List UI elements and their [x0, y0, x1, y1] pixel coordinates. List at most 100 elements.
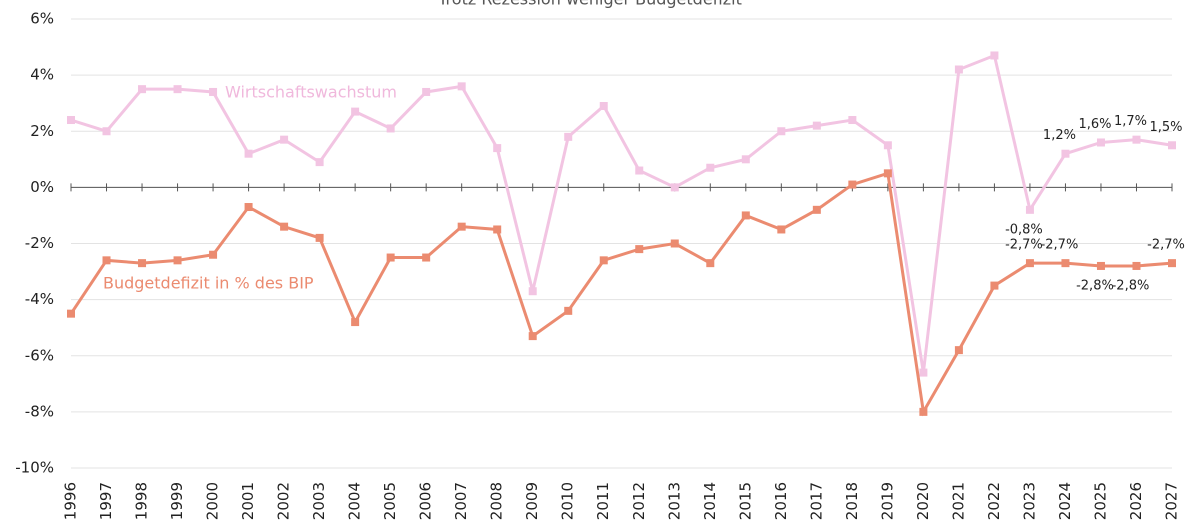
x-tick-label: 2015 — [736, 482, 754, 520]
point — [67, 309, 75, 318]
point — [173, 85, 182, 94]
x-tick-label: 2023 — [1020, 482, 1038, 520]
x-tick-label: 2005 — [381, 482, 399, 520]
point — [670, 183, 679, 192]
point — [812, 205, 821, 214]
point — [138, 259, 147, 268]
point — [1025, 259, 1034, 268]
x-tick-label: 2021 — [949, 482, 967, 520]
x-tick-label: 2003 — [310, 482, 328, 520]
point — [209, 87, 218, 96]
y-tick-label: -8% — [25, 402, 54, 420]
x-tick-label: 2001 — [239, 482, 257, 520]
point — [102, 256, 111, 265]
point — [599, 256, 608, 265]
x-tick-label: 2013 — [665, 482, 683, 520]
x-tick-label: 2020 — [914, 482, 932, 520]
x-tick-label: 2027 — [1163, 482, 1181, 520]
series-name: Wirtschaftswachstum — [225, 83, 397, 102]
y-tick-label: 4% — [30, 66, 54, 84]
point — [280, 222, 289, 231]
point — [1096, 138, 1105, 147]
point — [138, 85, 147, 94]
y-tick-label: 2% — [30, 122, 54, 140]
data-label: -2,8% — [1076, 278, 1114, 293]
data-label: 1,2% — [1043, 128, 1076, 143]
point — [1132, 135, 1141, 144]
data-label: 1,7% — [1114, 114, 1147, 129]
point — [812, 121, 821, 130]
point — [173, 256, 182, 265]
point — [422, 87, 431, 96]
x-tick-label: 2022 — [985, 482, 1003, 520]
point — [351, 107, 360, 116]
point — [528, 287, 537, 296]
point — [777, 127, 786, 136]
point — [706, 259, 715, 268]
data-label: -2,7% — [1005, 238, 1043, 253]
point — [670, 239, 679, 248]
data-label: -2,7% — [1147, 238, 1185, 253]
point — [848, 116, 857, 125]
chart-title: Trotz Rezession weniger Budgetdefizit — [437, 0, 742, 9]
point — [528, 332, 537, 341]
x-tick-label: 1998 — [133, 482, 151, 520]
point — [1096, 261, 1105, 270]
series-line — [69, 171, 1173, 417]
point — [635, 166, 644, 175]
x-tick-label: 1997 — [97, 482, 115, 520]
point — [315, 158, 324, 167]
y-tick-label: -2% — [25, 234, 54, 252]
x-tick-label: 2012 — [630, 482, 648, 520]
point — [351, 318, 360, 327]
x-tick-label: 2008 — [488, 482, 506, 520]
x-tick-label: 2010 — [559, 482, 577, 520]
data-label: -2,7% — [1041, 238, 1079, 253]
point — [457, 82, 466, 91]
point — [564, 306, 573, 315]
point — [1061, 149, 1070, 158]
point — [67, 116, 75, 125]
x-tick-label: 2014 — [701, 482, 719, 520]
x-tick-label: 2004 — [346, 482, 364, 520]
point — [493, 144, 502, 153]
x-tick-label: 2026 — [1127, 482, 1145, 520]
point — [919, 407, 928, 416]
point — [599, 101, 608, 110]
data-label: -0,8% — [1005, 222, 1043, 237]
y-tick-label: -4% — [25, 290, 54, 308]
x-tick-label: 1999 — [168, 482, 186, 520]
point — [493, 225, 502, 234]
point — [883, 169, 892, 178]
x-tick-label: 1996 — [62, 482, 80, 520]
x-tick-label: 2000 — [204, 482, 222, 520]
data-label: 1,6% — [1078, 117, 1111, 132]
point — [209, 250, 218, 259]
point — [883, 141, 892, 150]
point — [919, 368, 928, 377]
point — [102, 127, 111, 136]
x-tick-label: 2017 — [807, 482, 825, 520]
x-tick-label: 2002 — [275, 482, 293, 520]
point — [1132, 261, 1141, 270]
x-tick-label: 2011 — [594, 482, 612, 520]
point — [244, 149, 253, 158]
x-tick-label: 2018 — [843, 482, 861, 520]
data-label: 1,5% — [1149, 120, 1182, 135]
series-name: Budgetdefizit in % des BIP — [103, 274, 314, 293]
point — [848, 180, 857, 189]
point — [954, 346, 963, 355]
x-tick-label: 2024 — [1056, 482, 1074, 520]
point — [777, 225, 786, 234]
y-tick-label: 6% — [30, 10, 54, 28]
x-tick-label: 2007 — [452, 482, 470, 520]
point — [741, 211, 750, 220]
point — [386, 124, 395, 133]
x-tick-label: 2006 — [417, 482, 435, 520]
series-line — [70, 53, 1173, 373]
y-tick-label: -6% — [25, 346, 54, 364]
data-label: -2,8% — [1112, 278, 1150, 293]
point — [741, 155, 750, 164]
point — [386, 253, 395, 262]
y-tick-label: 0% — [30, 178, 54, 196]
